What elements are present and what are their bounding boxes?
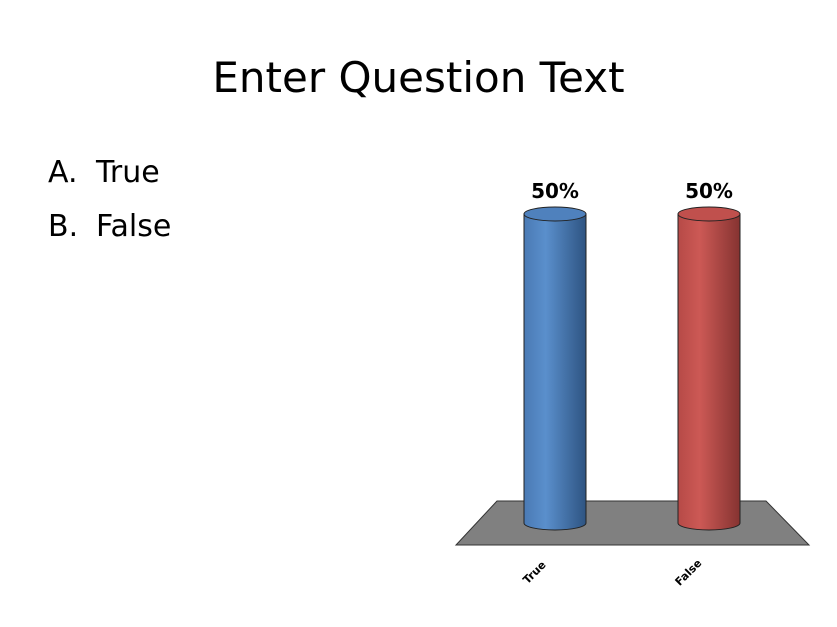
answer-option-b: B. False xyxy=(48,204,171,258)
answer-letter: A. xyxy=(48,155,78,190)
bar-false: 50% False xyxy=(673,179,741,589)
bar-top xyxy=(523,206,587,222)
category-label: True xyxy=(520,558,548,586)
answer-text: False xyxy=(96,209,172,244)
data-label: 50% xyxy=(685,179,733,203)
category-label: False xyxy=(673,557,705,589)
bar-true: 50% True xyxy=(520,179,587,587)
data-label: 50% xyxy=(531,179,579,203)
answer-letter: B. xyxy=(48,209,79,244)
answer-list: A. True B. False xyxy=(48,150,171,258)
bar-body xyxy=(523,213,587,531)
answer-text: True xyxy=(96,155,160,190)
bar-top xyxy=(677,206,741,222)
bar-body xyxy=(677,213,741,531)
slide-title: Enter Question Text xyxy=(212,53,625,102)
chart-floor xyxy=(454,500,811,546)
answer-option-a: A. True xyxy=(48,150,171,204)
